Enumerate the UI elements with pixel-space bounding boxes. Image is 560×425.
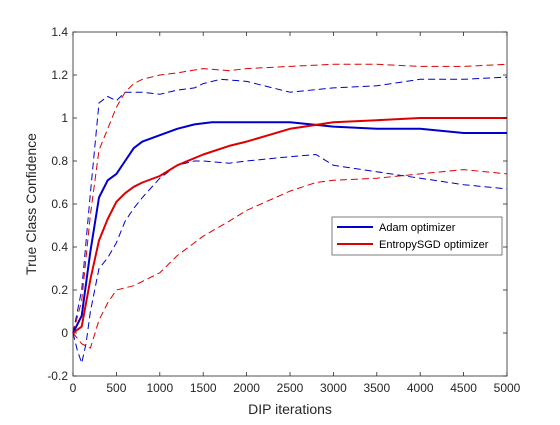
x-tick-label: 500 [106,381,126,395]
x-tick-label: 2500 [277,381,304,395]
x-tick-label: 5000 [494,381,521,395]
x-tick-label: 3000 [320,381,347,395]
y-tick-label: 0.4 [51,240,68,254]
series-band-adam-3 [72,76,508,334]
y-tick-label: 0 [61,326,68,340]
x-tick-label: 0 [70,381,77,395]
series-line-entropysgd [72,117,507,334]
y-tick-label: 0.2 [51,283,68,297]
x-tick-label: 4000 [407,381,434,395]
x-tick-label: 4500 [450,381,477,395]
series-layer [72,63,508,364]
x-tick-label: 2000 [233,381,260,395]
y-tick-label: 0.6 [51,197,68,211]
legend-label-adam: Adam optimizer [379,222,456,234]
series-band-entropysgd-5 [72,63,508,334]
legend-label-entropysgd: EntropySGD optimizer [379,239,489,251]
y-tick-label: 1.4 [51,25,68,39]
legend-box [331,216,503,256]
series-band-entropysgd-4 [72,169,508,349]
x-axis-title: DIP iterations [248,401,332,417]
legend: Adam optimizer EntropySGD optimizer [331,216,503,256]
plot-area [72,31,508,377]
y-axis: -0.2 0 0.2 0.4 0.6 0.8 1 1.2 1.4 [47,25,507,383]
y-tick-label: 1 [61,111,68,125]
x-axis: 0 500 1000 1500 2000 2500 3000 3500 4000 4500 5000 [70,32,521,395]
y-axis-title: True Class Confidence [23,133,39,275]
series-line-adam [72,121,507,334]
y-tick-label: -0.2 [47,369,68,383]
y-tick-label: 1.2 [51,68,68,82]
x-tick-label: 1000 [146,381,173,395]
x-tick-label: 3500 [363,381,390,395]
y-tick-label: 0.8 [51,154,68,168]
x-tick-label: 1500 [190,381,217,395]
